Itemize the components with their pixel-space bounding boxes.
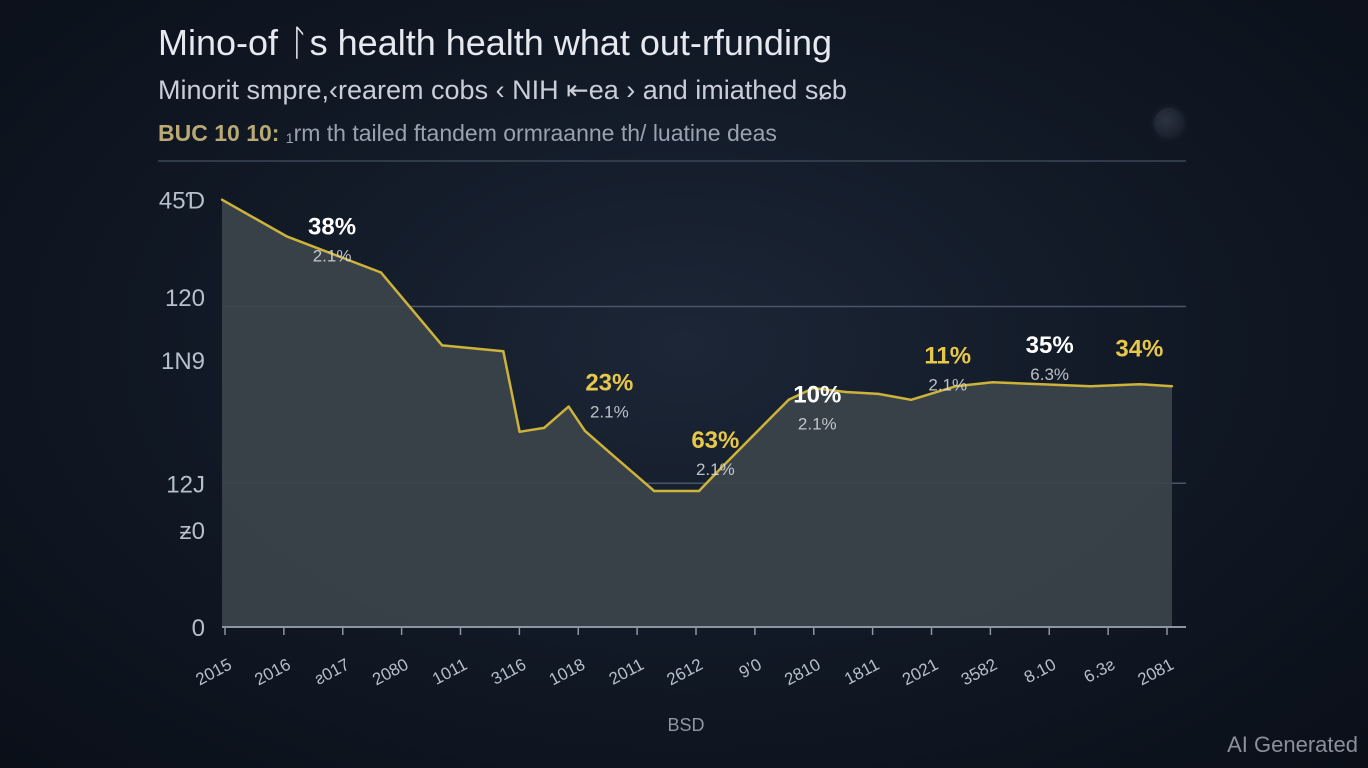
y-tick-label: 45Ɗ	[159, 188, 205, 215]
data-point	[1040, 383, 1043, 386]
x-tick-label: 2015	[193, 655, 235, 690]
data-point	[583, 429, 587, 432]
data-label: 35%	[1026, 332, 1074, 359]
data-label: 38%	[308, 213, 356, 240]
data-point	[1170, 385, 1174, 388]
data-point	[991, 381, 994, 384]
data-point	[220, 198, 224, 201]
watermark-label: AI Generated	[1227, 732, 1358, 757]
data-point	[608, 451, 611, 454]
y-tick-label: 12J	[166, 471, 205, 498]
x-tick-label: 2080	[369, 655, 411, 690]
data-point	[1138, 383, 1141, 386]
chart-title: Mino-of ᛚs health health what out-rfundi…	[158, 22, 832, 63]
chart-note-prefix: BUC 10 10:	[158, 120, 280, 146]
data-sublabel: 2.1%	[590, 403, 629, 422]
x-tick-label: 3116	[488, 655, 529, 689]
x-tick-label: 1018	[546, 655, 588, 690]
data-label: 34%	[1115, 336, 1163, 363]
data-point	[750, 435, 754, 438]
data-label: 23%	[585, 370, 633, 397]
x-tick-label: 2011	[606, 655, 647, 689]
data-point	[441, 344, 444, 347]
x-tick-label: 1011	[429, 655, 470, 689]
data-sublabel: 6.3%	[1030, 365, 1069, 384]
y-tick-label: 120	[165, 285, 205, 312]
x-tick-label: 2081	[1135, 655, 1177, 690]
x-tick-label: 8.10	[1021, 655, 1059, 687]
data-point	[567, 405, 570, 408]
data-point	[812, 386, 815, 390]
x-tick-label: 2016	[251, 655, 293, 690]
x-tick-label: 6.3ƨ	[1081, 655, 1118, 687]
area-fill	[222, 199, 1172, 627]
data-point	[877, 392, 880, 396]
x-tick-label: 2810	[781, 655, 823, 690]
data-sublabel: 2.1%	[798, 414, 837, 433]
data-point	[697, 489, 701, 493]
data-point	[844, 390, 847, 394]
data-point	[653, 489, 656, 493]
x-tick-label: 2021	[899, 655, 941, 690]
data-label: 11%	[924, 342, 971, 369]
data-point	[787, 398, 790, 401]
chart-subtitle: Minorit smpre,‹rearem cobs ‹ NIH ⇤ea › a…	[158, 75, 847, 105]
chart-note-text: ₁rm th tailed ftandem ormraanne th/ luat…	[279, 120, 777, 146]
data-sublabel: 2.1%	[928, 375, 967, 394]
x-tick-label: 2612	[664, 655, 706, 690]
data-point	[718, 468, 721, 471]
data-point	[518, 430, 521, 433]
data-point	[379, 271, 383, 274]
y-tick-label: 1N9	[161, 348, 205, 375]
moon-icon	[1154, 108, 1184, 138]
data-point	[286, 235, 289, 238]
x-tick-label: ƨ017	[311, 655, 352, 689]
x-tick-label: 9ʼ0	[736, 655, 765, 682]
data-point	[909, 398, 913, 401]
data-label: 63%	[691, 427, 739, 454]
chart-note: BUC 10 10: ₁rm th tailed ftandem ormraan…	[158, 120, 777, 147]
data-point	[954, 385, 958, 388]
y-tick-label: ƶ0	[180, 518, 205, 545]
data-sublabel: 2.1%	[313, 246, 352, 265]
x-axis-label: BSD	[667, 715, 704, 735]
data-point	[1089, 385, 1092, 388]
data-point	[542, 426, 546, 430]
data-point	[502, 350, 505, 353]
data-sublabel: 2.1%	[696, 460, 735, 479]
x-tick-label: 1811	[841, 655, 882, 689]
x-tick-label: 3582	[958, 655, 1000, 690]
data-label: 10%	[793, 381, 841, 408]
y-tick-label: 0	[192, 615, 205, 642]
